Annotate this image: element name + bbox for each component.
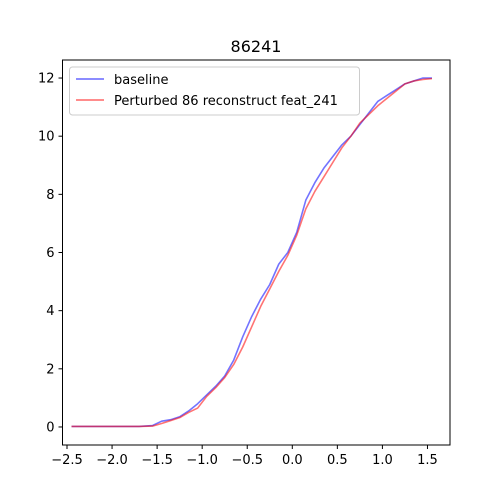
y-axis: 0 2 4 6 8 10 12: [38, 72, 63, 435]
legend: baseline Perturbed 86 reconstruct feat_2…: [69, 66, 360, 116]
x-tick-label: 0.0: [282, 453, 303, 468]
series-line-baseline: [71, 77, 432, 428]
y-tick-label: 10: [38, 130, 55, 145]
x-tick-label: 0.5: [327, 453, 348, 468]
x-tick-label: −1.0: [186, 453, 218, 468]
legend-label-baseline: baseline: [114, 73, 168, 88]
x-axis: −2.5 −2.0 −1.5 −1.0 −0.5 0.0 0.5 1.0 1.5: [51, 445, 438, 468]
x-tick-label: 1.5: [417, 453, 438, 468]
chart-title: 86241: [231, 37, 282, 56]
legend-box: [69, 66, 360, 116]
x-tick-label: 1.0: [372, 453, 393, 468]
x-tick-label: −2.5: [51, 453, 83, 468]
legend-label-perturbed: Perturbed 86 reconstruct feat_241: [114, 94, 338, 109]
y-tick-label: 12: [38, 72, 55, 87]
plot-frame: [62, 59, 451, 446]
series-line-perturbed: [71, 77, 433, 428]
x-tick-label: −2.0: [96, 453, 128, 468]
x-tick-label: −0.5: [231, 453, 263, 468]
y-tick-label: 6: [46, 246, 54, 261]
x-tick-label: −1.5: [141, 453, 173, 468]
y-tick-label: 4: [46, 304, 54, 319]
series-layer: [71, 77, 433, 428]
y-tick-label: 0: [46, 420, 54, 435]
y-tick-label: 2: [46, 362, 54, 377]
y-tick-label: 8: [46, 188, 54, 203]
